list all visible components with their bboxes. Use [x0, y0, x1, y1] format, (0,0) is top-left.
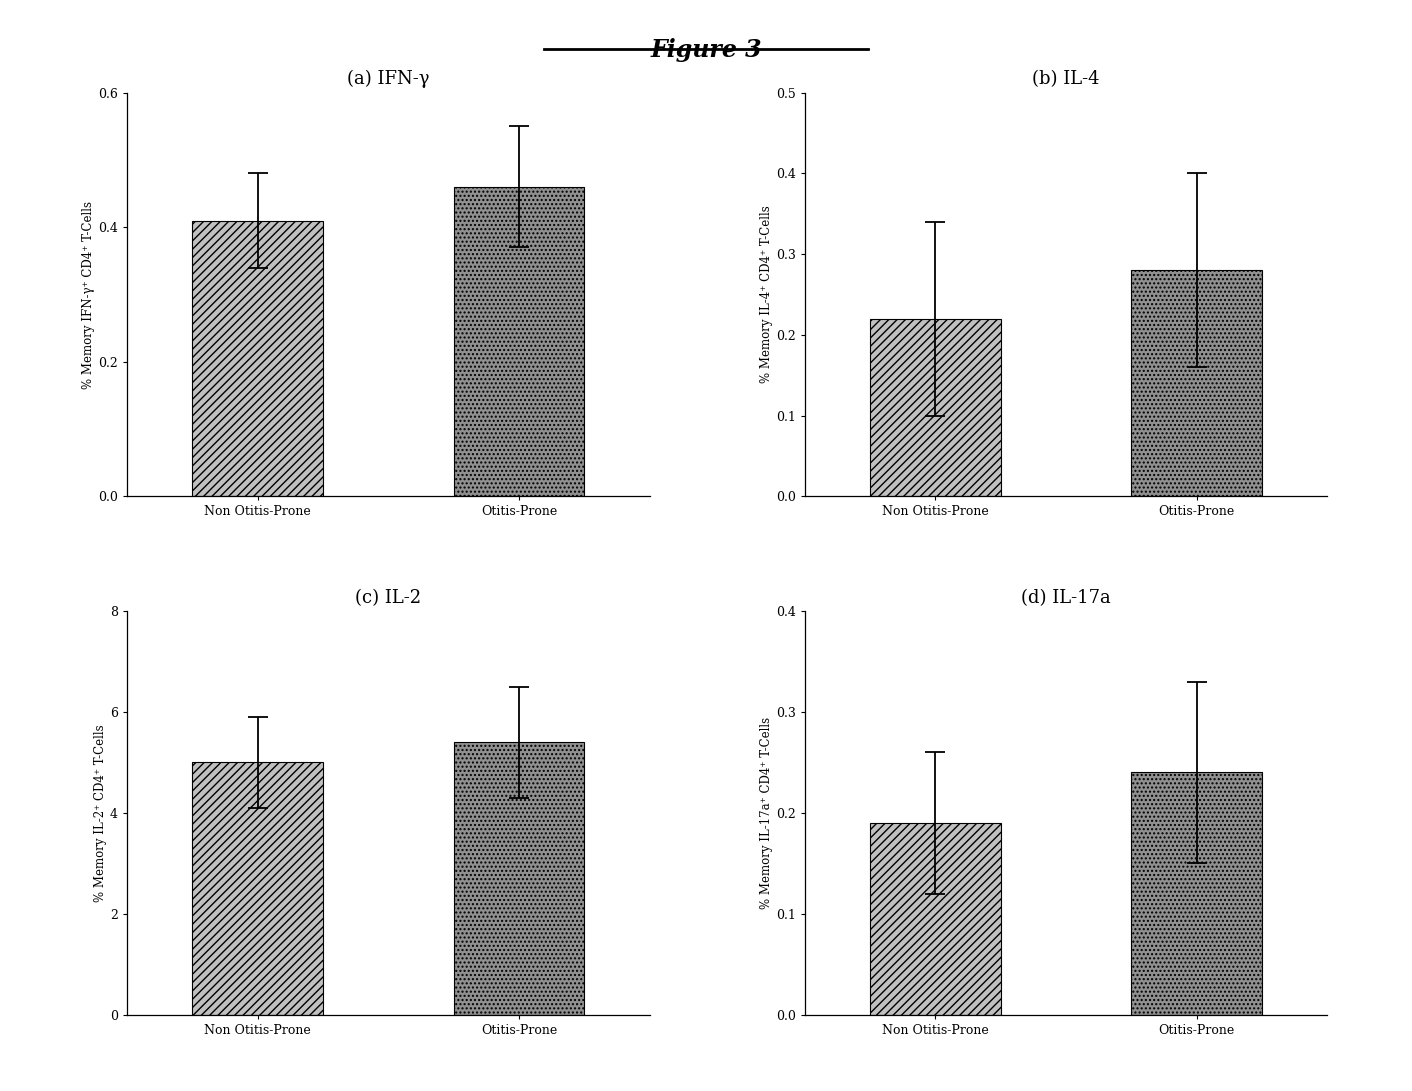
- Bar: [1131, 772, 1262, 1015]
- Bar: [1131, 271, 1262, 496]
- Bar: [192, 220, 323, 496]
- Title: (a) IFN-γ: (a) IFN-γ: [347, 70, 429, 88]
- Text: Figure 3: Figure 3: [650, 38, 762, 62]
- Bar: [870, 319, 1001, 496]
- Title: (d) IL-17a: (d) IL-17a: [1021, 589, 1111, 607]
- Bar: [453, 187, 585, 496]
- Bar: [192, 763, 323, 1015]
- Y-axis label: % Memory IL-4⁺ CD4⁺ T-Cells: % Memory IL-4⁺ CD4⁺ T-Cells: [760, 206, 774, 383]
- Bar: [870, 823, 1001, 1015]
- Bar: [453, 742, 585, 1015]
- Y-axis label: % Memory IL-17a⁺ CD4⁺ T-Cells: % Memory IL-17a⁺ CD4⁺ T-Cells: [760, 717, 774, 909]
- Title: (b) IL-4: (b) IL-4: [1032, 71, 1100, 88]
- Y-axis label: % Memory IFN-γ⁺ CD4⁺ T-Cells: % Memory IFN-γ⁺ CD4⁺ T-Cells: [82, 201, 96, 388]
- Title: (c) IL-2: (c) IL-2: [356, 589, 421, 607]
- Y-axis label: % Memory IL-2⁺ CD4⁺ T-Cells: % Memory IL-2⁺ CD4⁺ T-Cells: [95, 724, 107, 901]
